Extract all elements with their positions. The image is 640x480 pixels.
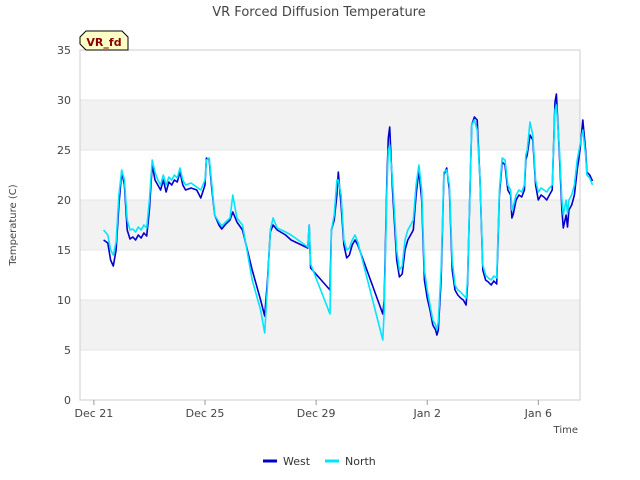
y-tick-label: 5 [64,344,71,357]
x-axis: Dec 21 Dec 25 Dec 29 Jan 2 Jan 6 [74,400,552,420]
y-axis: 0 5 10 15 20 25 30 35 [57,44,71,407]
badge-label: VR_fd [86,36,121,49]
grid-band [80,200,580,250]
y-tick-label: 30 [57,94,71,107]
y-tick-label: 20 [57,194,71,207]
chart-title: VR Forced Diffusion Temperature [212,5,426,20]
series-lines [102,93,594,341]
x-tick-label: Jan 2 [412,407,440,420]
y-tick-label: 15 [57,244,71,257]
x-axis-title: Time [553,425,578,436]
station-badge: VR_fd [79,30,129,51]
grid-bands [80,49,580,401]
legend-item-west[interactable]: West [263,455,311,468]
y-tick-label: 25 [57,144,71,157]
x-tick-label: Jan 6 [524,407,552,420]
legend-item-north[interactable]: North [325,455,376,468]
y-axis-title: Temperature (C) [8,184,19,266]
series-line-north [102,104,594,341]
y-tick-label: 0 [64,394,71,407]
x-tick-label: Dec 25 [186,407,225,420]
grid-band [80,100,580,150]
series-line-west [103,93,594,336]
legend-label-west: West [283,455,311,468]
badge-box [79,30,129,51]
plot-frame [79,49,581,401]
x-tick-label: Dec 29 [297,407,336,420]
x-tick-label: Dec 21 [74,407,113,420]
y-tick-label: 35 [57,44,71,57]
legend-label-north: North [345,455,376,468]
legend: West North [263,455,376,468]
y-tick-label: 10 [57,294,71,307]
